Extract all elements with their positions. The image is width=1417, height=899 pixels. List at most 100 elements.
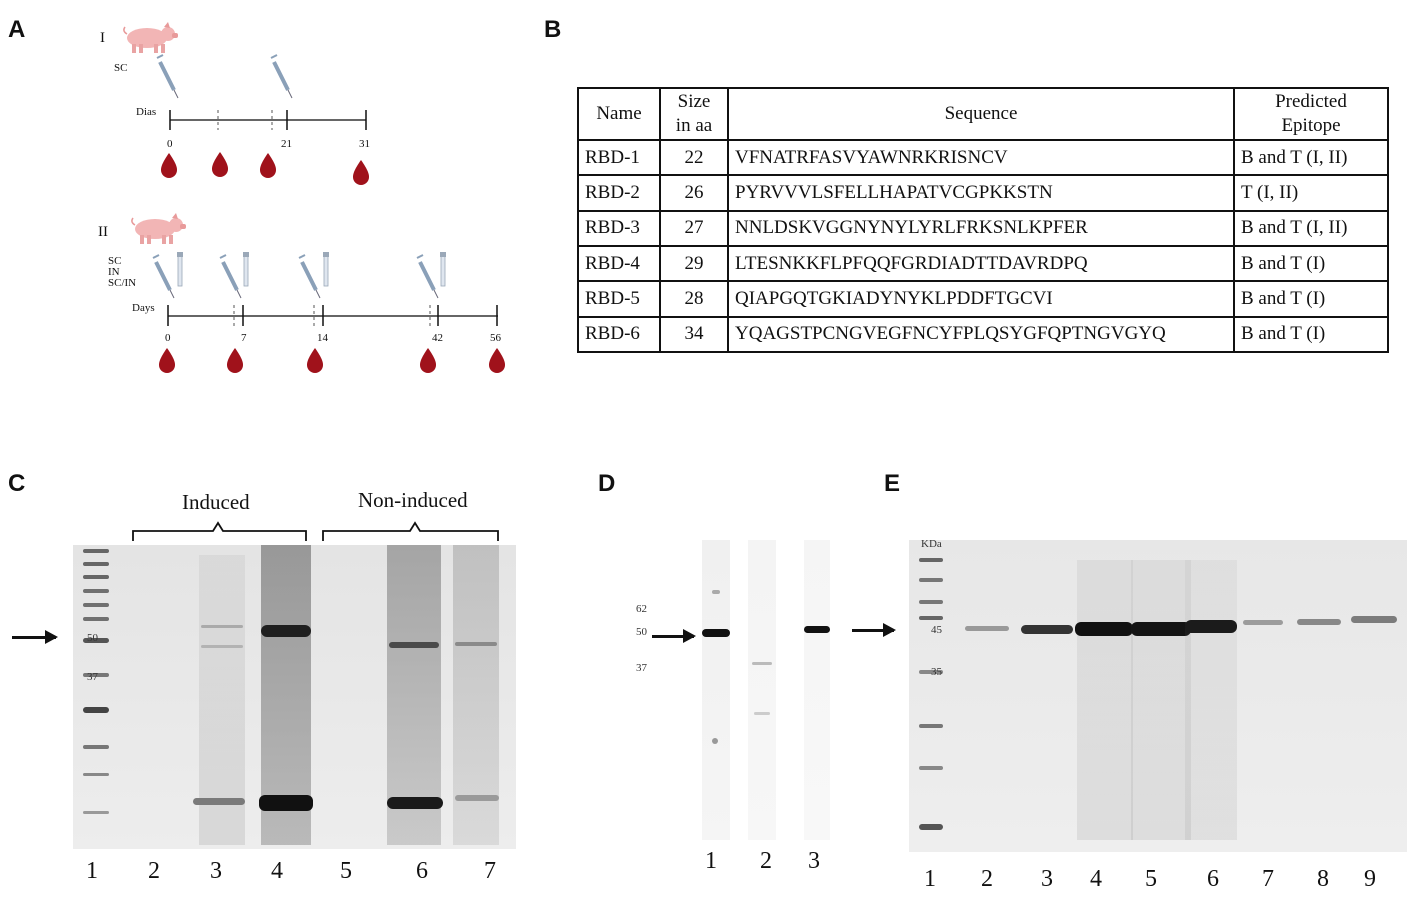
blood-drop-icon <box>161 153 177 178</box>
route-label: IN <box>108 266 120 278</box>
scheme-i-day: 31 <box>359 138 370 150</box>
row-epitope: B and T (I, II) <box>1233 138 1389 177</box>
lane-number: 3 <box>1041 866 1053 892</box>
dropper-icon <box>176 251 184 287</box>
table-row: RBD-6 34 YQAGSTPCNGVEGFNCYFPLQSYGFQPTNGV… <box>577 315 1389 354</box>
row-sequence: VFNATRFASVYAWNRKRISNCV <box>727 138 1235 177</box>
blood-drop-icon <box>489 348 505 373</box>
table-header-row: Name Size in aa Sequence Predicted Epito… <box>577 87 1389 141</box>
table-row: RBD-5 28 QIAPGQTGKIADYNYKLPDDFTGCVI B an… <box>577 280 1389 318</box>
lane-number: 2 <box>981 866 993 892</box>
lane-number: 7 <box>484 858 496 884</box>
dropper-icon <box>242 251 250 287</box>
panel-letter-e: E <box>884 470 901 497</box>
mw-marker: 50 <box>87 632 98 644</box>
mw-marker: 37 <box>87 671 98 683</box>
western-blot-lane-1 <box>702 540 730 840</box>
row-size: 28 <box>659 280 729 318</box>
panel-letter-d: D <box>598 470 616 497</box>
lane-number: 6 <box>416 858 428 884</box>
row-sequence: LTESNKKFLPFQQFGRDIADTTDAVRDPQ <box>727 244 1235 283</box>
lane-number: 1 <box>705 848 717 874</box>
pig-icon <box>131 212 187 245</box>
blood-drop-icon <box>307 348 323 373</box>
noninduced-label: Non-induced <box>358 488 468 512</box>
scheme-ii-label: II <box>98 224 108 240</box>
row-size: 22 <box>659 138 729 177</box>
lane-number: 4 <box>1090 866 1102 892</box>
blood-drop-icon <box>260 153 276 178</box>
lane-number: 1 <box>924 866 936 892</box>
lane-number: 2 <box>148 858 160 884</box>
mw-marker: 62 <box>636 603 647 615</box>
lane-number: 1 <box>86 858 98 884</box>
scheme-ii-day: 56 <box>490 332 501 344</box>
table-row: RBD-3 27 NNLDSKVGGNYNYLYRLFRKSNLKPFER B … <box>577 209 1389 247</box>
header-name: Name <box>577 87 661 141</box>
row-name: RBD-2 <box>577 174 661 212</box>
row-sequence: QIAPGQTGKIADYNYKLPDDFTGCVI <box>727 280 1235 318</box>
lane-number: 7 <box>1262 866 1274 892</box>
scheme-i-route: SC <box>114 62 128 74</box>
row-name: RBD-1 <box>577 138 661 177</box>
mw-marker: 35 <box>931 666 942 678</box>
lane-number: 5 <box>340 858 352 884</box>
row-size: 29 <box>659 244 729 283</box>
pig-icon <box>123 21 179 54</box>
row-size: 26 <box>659 174 729 212</box>
header-sequence: Sequence <box>727 87 1235 141</box>
induced-label: Induced <box>182 490 250 514</box>
scheme-ii-axis-label: Days <box>132 302 155 314</box>
scheme-ii-day: 14 <box>317 332 328 344</box>
syringe-icon <box>218 253 243 300</box>
syringe-icon <box>415 253 440 300</box>
row-name: RBD-5 <box>577 280 661 318</box>
blood-drop-icon <box>420 348 436 373</box>
row-epitope: B and T (I) <box>1233 244 1389 283</box>
syringe-icon <box>151 253 176 300</box>
lane-number: 5 <box>1145 866 1157 892</box>
table-row: RBD-4 29 LTESNKKFLPFQQFGRDIADTTDAVRDPQ B… <box>577 244 1389 283</box>
arrow-icon <box>852 623 896 637</box>
scheme-i-label: I <box>100 30 105 46</box>
panel-letter-a: A <box>8 16 26 43</box>
lane-number: 8 <box>1317 866 1329 892</box>
table-row: RBD-1 22 VFNATRFASVYAWNRKRISNCV B and T … <box>577 138 1389 177</box>
sds-page-gel-e: KDa 45 35 <box>909 538 1407 852</box>
sds-page-gel-c: 50 37 <box>73 545 516 849</box>
lane-number: 2 <box>760 848 772 874</box>
blood-drop-icon <box>159 348 175 373</box>
row-sequence: YQAGSTPCNGVEGFNCYFPLQSYGFQPTNGVGYQ <box>727 315 1235 354</box>
blood-drop-icon <box>227 348 243 373</box>
blood-drop-icon <box>212 152 228 177</box>
scheme-i-day: 21 <box>281 138 292 150</box>
scheme-i-axis-label: Dias <box>136 106 157 118</box>
lane-number: 6 <box>1207 866 1219 892</box>
syringe-icon <box>155 53 180 100</box>
scheme-ii-day: 7 <box>241 332 247 344</box>
table-row: RBD-2 26 PYRVVVLSFELLHAPATVCGPKKSTN T (I… <box>577 174 1389 212</box>
row-name: RBD-3 <box>577 209 661 247</box>
row-sequence: NNLDSKVGGNYNYLYRLFRKSNLKPFER <box>727 209 1235 247</box>
panel-letter-c: C <box>8 470 26 497</box>
lane-number: 4 <box>271 858 283 884</box>
blood-drop-icon <box>353 160 369 185</box>
row-size: 27 <box>659 209 729 247</box>
route-label: SC/IN <box>108 277 137 289</box>
row-epitope: B and T (I) <box>1233 280 1389 318</box>
lane-number: 3 <box>808 848 820 874</box>
mw-marker: 37 <box>636 662 647 674</box>
arrow-icon <box>12 630 58 644</box>
syringe-icon <box>297 253 322 300</box>
dropper-icon <box>439 251 447 287</box>
panel-a-schedule: I SC Dias 0 21 31 II SC IN SC/IN Days 0 … <box>0 0 540 400</box>
arrow-icon <box>652 629 696 643</box>
row-epitope: T (I, II) <box>1233 174 1389 212</box>
immunization-timeline-svg <box>123 21 505 373</box>
row-sequence: PYRVVVLSFELLHAPATVCGPKKSTN <box>727 174 1235 212</box>
scheme-i-day: 0 <box>167 138 173 150</box>
lane-number: 3 <box>210 858 222 884</box>
lane-number: 9 <box>1364 866 1376 892</box>
epitope-table: Name Size in aa Sequence Predicted Epito… <box>577 87 1389 354</box>
row-epitope: B and T (I, II) <box>1233 209 1389 247</box>
